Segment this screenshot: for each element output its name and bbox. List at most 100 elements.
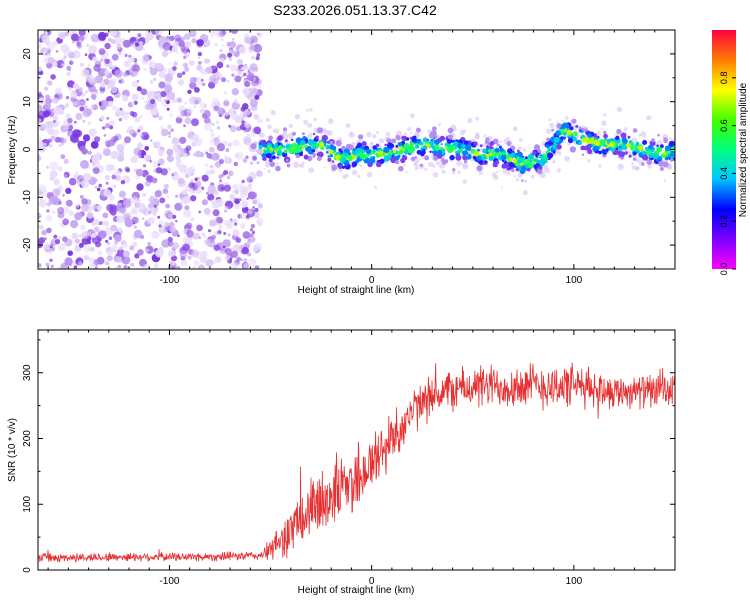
noise-blob (96, 187, 101, 192)
noise-blob (74, 120, 77, 124)
signal-blob (581, 127, 584, 131)
signal-blob (669, 158, 674, 162)
signal-blob (288, 148, 294, 154)
noise-blob (234, 189, 240, 195)
signal-halo (376, 130, 380, 134)
signal-blob (630, 146, 635, 151)
noise-blob (244, 81, 251, 88)
noise-blob (122, 243, 128, 248)
noise-blob (103, 189, 112, 198)
signal-blob (492, 162, 498, 168)
noise-blob (111, 136, 115, 140)
noise-blob (226, 79, 230, 83)
signal-halo (522, 148, 527, 152)
noise-blob (46, 202, 52, 207)
colorbar: 0.0 0.2 0.4 0.6 0.8 Normalized spectral ampl… (712, 30, 749, 275)
signal-halo (306, 108, 310, 112)
noise-blob (243, 113, 248, 118)
signal-blob (605, 148, 609, 152)
noise-blob (96, 256, 105, 265)
noise-blob (244, 129, 247, 133)
noise-blob (223, 205, 229, 211)
noise-blob (81, 231, 90, 240)
noise-blob (249, 99, 258, 108)
signal-halo (638, 134, 641, 137)
noise-blob (246, 241, 251, 246)
noise-blob (112, 135, 119, 142)
noise-blob (176, 72, 183, 79)
signal-blob (372, 145, 378, 150)
noise-blob (79, 106, 85, 112)
noise-blob (168, 135, 171, 138)
noise-blob (227, 142, 232, 147)
signal-blob (478, 159, 483, 165)
noise-blob (107, 100, 114, 107)
noise-blob (91, 155, 100, 164)
noise-blob (211, 97, 220, 107)
signal-blob (572, 136, 577, 142)
noise-blob (81, 92, 86, 97)
signal-halo (478, 170, 483, 175)
noise-blob (209, 121, 213, 125)
signal-blob (392, 149, 397, 154)
noise-blob (177, 178, 186, 188)
signal-blob (426, 138, 430, 142)
signal-blob (312, 132, 316, 136)
noise-blob (229, 125, 237, 133)
signal-blob (527, 162, 534, 169)
noise-blob (110, 150, 119, 160)
noise-blob (251, 55, 255, 60)
noise-blob (247, 209, 253, 215)
signal-blob (436, 153, 443, 159)
noise-blob (229, 218, 235, 224)
noise-blob (104, 261, 109, 266)
noise-blob (46, 214, 53, 222)
noise-blob (199, 102, 207, 110)
noise-blob (194, 177, 198, 181)
noise-blob (250, 223, 256, 229)
noise-blob (38, 97, 46, 105)
signal-halo (428, 161, 434, 167)
signal-halo (303, 119, 309, 125)
signal-halo (309, 108, 313, 112)
noise-blob (175, 149, 182, 156)
noise-blob (123, 60, 130, 67)
signal-blob (656, 144, 659, 147)
noise-blob (208, 146, 215, 153)
noise-blob (105, 246, 115, 255)
noise-blob (197, 51, 203, 57)
signal-blob (651, 138, 655, 143)
noise-blob (82, 134, 91, 142)
signal-blob (648, 144, 654, 150)
signal-blob (422, 148, 426, 152)
noise-blob (206, 191, 209, 195)
signal-blob (269, 161, 276, 168)
noise-blob (209, 219, 217, 227)
noise-blob (105, 123, 111, 129)
signal-blob (379, 158, 385, 164)
signal-halo (385, 132, 391, 137)
signal-blob (317, 151, 324, 158)
noise-blob (79, 195, 84, 199)
signal-halo (372, 134, 377, 139)
signal-halo (474, 134, 480, 140)
noise-blob (171, 266, 176, 269)
signal-blob (315, 135, 319, 140)
noise-blob (233, 218, 238, 223)
signal-blob (402, 148, 406, 152)
noise-blob (65, 95, 70, 100)
noise-blob (118, 246, 124, 251)
noise-blob (132, 70, 139, 77)
signal-blob (511, 168, 515, 173)
noise-blob (81, 100, 85, 105)
noise-blob (158, 115, 163, 121)
noise-blob (52, 115, 59, 121)
signal-blob (297, 144, 303, 150)
noise-blob (239, 212, 247, 220)
noise-blob (139, 36, 146, 43)
noise-blob (142, 192, 147, 197)
noise-blob (241, 246, 249, 255)
noise-blob (118, 117, 123, 122)
signal-halo (513, 126, 518, 132)
noise-blob (204, 238, 211, 245)
